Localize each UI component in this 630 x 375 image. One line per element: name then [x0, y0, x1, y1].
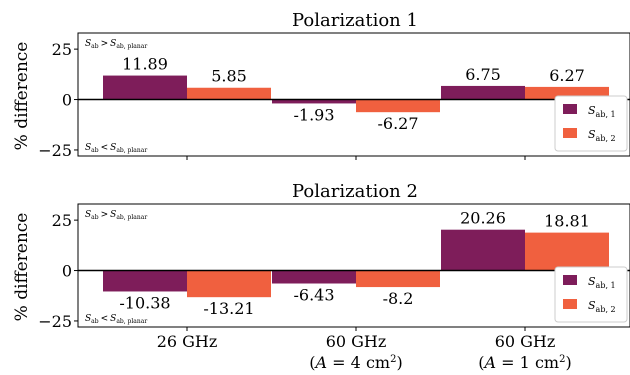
- legend-label-s2: S: [588, 128, 596, 141]
- note-s: S: [85, 39, 91, 49]
- data-label-s-ab-2-0: 5.85: [211, 67, 247, 86]
- note-rel: >: [101, 39, 109, 49]
- note-s2: S: [110, 143, 116, 153]
- y-tick-label: 25: [52, 211, 72, 230]
- panel-title: Polarization 2: [292, 181, 418, 202]
- x-tick-label-60ghz-1: 60 GHz: [495, 332, 556, 351]
- bar-s-ab-1-1: [272, 99, 356, 104]
- note-s: S: [85, 210, 91, 220]
- data-label-s-ab-1-0: 11.89: [122, 55, 168, 74]
- note-s: S: [85, 314, 91, 324]
- note-s2: S: [110, 39, 116, 49]
- x-tick-label-26ghz: 26 GHz: [157, 332, 218, 351]
- bar-s-ab-2-0: [187, 270, 271, 298]
- legend-label-s1: S: [588, 275, 596, 288]
- data-label-s-ab-2-2: 6.27: [549, 66, 585, 85]
- note-s: S: [85, 143, 91, 153]
- note-sub: ab: [91, 318, 99, 325]
- svg-text:Sab>Sab, planar: Sab > Sab, planar: [85, 210, 147, 221]
- svg-text:Sab<Sab, planar: Sab < Sab, planar: [85, 314, 147, 325]
- bar-s-ab-2-1: [356, 270, 440, 288]
- panel-polarization-1: Polarization 1 % difference 11.89 -1.93 6.…: [12, 10, 630, 160]
- bar-s-ab-2-0: [187, 87, 271, 100]
- svg-text:Sab<Sab, planar: Sab < Sab, planar: [85, 143, 147, 154]
- legend-label-s2: S: [588, 299, 596, 312]
- svg-text:Sab, 1: Sab, 1: [588, 275, 616, 290]
- legend-label-s1: S: [588, 104, 596, 117]
- y-tick-label: −25: [38, 141, 72, 160]
- x-tick-label-60ghz-4: 60 GHz: [326, 332, 387, 351]
- x-ticks: [186, 156, 526, 160]
- legend-label-s1-sub: ab, 1: [596, 110, 616, 119]
- data-label-s-ab-2-1: -6.27: [377, 114, 418, 133]
- note-sub: ab: [91, 214, 99, 221]
- svg-text:Sab>Sab, planar: Sab > Sab, planar: [85, 39, 147, 50]
- y-tick-label: 0: [62, 262, 72, 281]
- plot-frame: [77, 32, 630, 157]
- legend: Sab, 1 Sab, 2: [554, 266, 628, 323]
- y-tick-label: 25: [52, 40, 72, 59]
- x-tick-labels: 26 GHz 60 GHz (A = 4 cm2) 60 GHz (A = 1 …: [157, 332, 572, 372]
- y-tick-label: 0: [62, 91, 72, 110]
- data-label-s-ab-1-1: -1.93: [293, 105, 334, 124]
- note-sub2: ab, planar: [116, 214, 147, 221]
- legend: Sab, 1 Sab, 2: [554, 95, 628, 152]
- y-ticks: −25 0 25: [38, 40, 78, 160]
- bar-marks: -10.38 -6.43 20.26 -13.21 -8.2 18.81: [78, 209, 630, 318]
- bar-marks: 11.89 -1.93 6.75 5.85 -6.27 6.27: [78, 55, 630, 133]
- svg-text:Sab, 2: Sab, 2: [588, 299, 616, 314]
- bar-s-ab-1-2: [441, 85, 525, 100]
- note-sub: ab: [91, 147, 99, 154]
- legend-label-s2-sub: ab, 2: [596, 134, 616, 143]
- y-axis-label: % difference: [12, 213, 32, 322]
- note-sub2: ab, planar: [116, 147, 147, 154]
- bar-s-ab-2-2: [525, 232, 609, 271]
- plot-frame: [77, 203, 630, 328]
- bar-s-ab-1-2: [441, 229, 525, 271]
- annotation-upper: Sab > Sab, planar: [85, 210, 147, 221]
- annotation-upper: Sab > Sab, planar: [85, 39, 147, 50]
- note-rel: <: [101, 314, 109, 324]
- data-label-s-ab-1-0: -10.38: [119, 293, 170, 312]
- bar-s-ab-1-0: [103, 75, 187, 100]
- data-label-s-ab-1-2: 20.26: [460, 209, 506, 228]
- note-rel: >: [101, 210, 109, 220]
- x-ticks: [186, 327, 526, 331]
- bar-s-ab-1-0: [103, 270, 187, 292]
- bar-s-ab-2-1: [356, 99, 440, 113]
- legend-swatch-s1: [563, 104, 577, 114]
- legend-swatch-s2: [563, 299, 577, 309]
- data-label-s-ab-1-2: 6.75: [465, 65, 501, 84]
- note-sub2: ab, planar: [116, 318, 147, 325]
- note-sub2: ab, planar: [116, 43, 147, 50]
- note-s2: S: [110, 210, 116, 220]
- bar-s-ab-1-1: [272, 270, 356, 284]
- annotation-lower: Sab < Sab, planar: [85, 143, 147, 154]
- legend-label-s1-sub: ab, 1: [596, 281, 616, 290]
- data-label-s-ab-1-1: -6.43: [293, 286, 334, 305]
- legend-swatch-s2: [563, 128, 577, 138]
- legend-swatch-s1: [563, 275, 577, 285]
- annotation-lower: Sab < Sab, planar: [85, 314, 147, 325]
- y-tick-label: −25: [38, 312, 72, 331]
- y-axis-label: % difference: [12, 42, 32, 151]
- svg-text:Sab, 2: Sab, 2: [588, 128, 616, 143]
- y-ticks: −25 0 25: [38, 211, 78, 331]
- svg-text:Sab, 1: Sab, 1: [588, 104, 616, 119]
- data-label-s-ab-2-0: -13.21: [203, 299, 254, 318]
- note-s2: S: [110, 314, 116, 324]
- note-rel: <: [101, 143, 109, 153]
- panel-title: Polarization 1: [292, 10, 418, 31]
- data-label-s-ab-2-2: 18.81: [544, 212, 590, 231]
- note-sub: ab: [91, 43, 99, 50]
- data-label-s-ab-2-1: -8.2: [383, 289, 414, 308]
- panel-polarization-2: Polarization 2 % difference -10.38 -6.43 2…: [12, 181, 630, 372]
- x-tick-label-60ghz-1-area: (A = 1 cm2): [478, 353, 571, 372]
- legend-label-s2-sub: ab, 2: [596, 305, 616, 314]
- x-tick-label-60ghz-4-area: (A = 4 cm2): [309, 353, 402, 372]
